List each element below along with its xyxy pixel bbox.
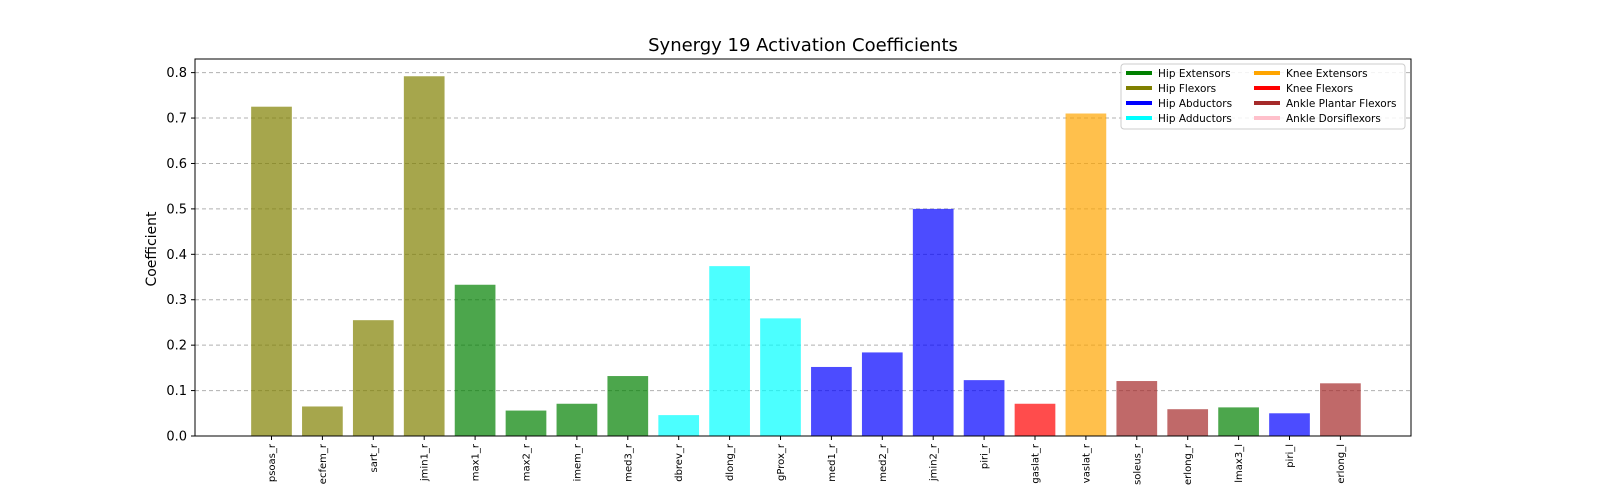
bar-med3_r bbox=[607, 376, 649, 436]
y-tick-label: 0.0 bbox=[166, 430, 187, 445]
bar-soleus_r bbox=[1116, 381, 1158, 436]
bar-dbrev_r bbox=[658, 415, 700, 436]
bar-imem_r bbox=[556, 403, 598, 436]
y-tick-label: 0.2 bbox=[166, 339, 187, 354]
x-tick-label: gProx_r bbox=[776, 443, 787, 481]
plot-frame bbox=[194, 58, 1412, 437]
x-tick-label: max1_r bbox=[471, 443, 482, 481]
y-tick-label: 0.6 bbox=[166, 157, 187, 172]
bar-lmax3_l bbox=[1218, 407, 1259, 436]
bar-piri_r bbox=[963, 380, 1005, 436]
x-tick-label: jmin1_r bbox=[420, 443, 431, 482]
x-tick-label: piri_r bbox=[980, 443, 991, 469]
x-tick-label: ecfem_r bbox=[318, 443, 329, 484]
legend-label: Hip Abductors bbox=[1158, 98, 1232, 110]
bar-dlong_r bbox=[709, 266, 750, 436]
legend-box bbox=[1120, 63, 1406, 130]
bar-jmin2_r bbox=[912, 208, 954, 436]
x-tick-label: dlong_r bbox=[725, 443, 736, 481]
legend: Hip Extensors Hip Flexors Hip Abductors Hip… bbox=[1120, 63, 1406, 130]
x-axis-ticks: psoas_r ecfem_r sart_r jmin1_r max1_r max2_r i… bbox=[267, 436, 1347, 485]
y-axis-ticks: 0.0 0.1 0.2 0.3 0.4 0.5 0.6 0.7 0.8 bbox=[166, 66, 195, 445]
y-tick-label: 0.1 bbox=[166, 384, 187, 399]
x-tick-label: sart_r bbox=[369, 443, 380, 472]
legend-label: Ankle Plantar Flexors bbox=[1286, 98, 1397, 110]
y-tick-label: 0.3 bbox=[166, 293, 187, 308]
y-tick-label: 0.8 bbox=[166, 66, 187, 81]
bar-med1_r bbox=[811, 366, 852, 436]
x-tick-label: piri_l bbox=[1285, 444, 1296, 468]
chart-title: Synergy 19 Activation Coefficients bbox=[648, 35, 958, 56]
legend-label: Hip Extensors bbox=[1158, 68, 1231, 80]
x-tick-label: dbrev_r bbox=[674, 443, 685, 482]
bar-max2_r bbox=[505, 410, 547, 436]
x-tick-label: gaslat_r bbox=[1031, 443, 1042, 484]
bar-psoas_r bbox=[251, 106, 292, 436]
legend-label: Hip Flexors bbox=[1158, 83, 1216, 95]
x-tick-label: med1_r bbox=[827, 443, 838, 482]
x-tick-label: max2_r bbox=[522, 443, 533, 481]
bars bbox=[251, 76, 1361, 436]
legend-label: Knee Extensors bbox=[1286, 68, 1368, 80]
bar-piri_l bbox=[1269, 413, 1310, 436]
bar-gProx_r bbox=[760, 318, 801, 436]
bar-erlong_r bbox=[1167, 409, 1209, 436]
bar-sart_r bbox=[352, 320, 394, 436]
x-tick-label: psoas_r bbox=[267, 443, 278, 482]
legend-label: Knee Flexors bbox=[1286, 83, 1353, 95]
x-tick-label: erlong_r bbox=[1183, 443, 1194, 485]
x-tick-label: med2_r bbox=[878, 443, 889, 482]
x-tick-label: imem_r bbox=[572, 443, 583, 481]
bar-jmin1_r bbox=[403, 76, 445, 436]
legend-label: Ankle Dorsiflexors bbox=[1286, 113, 1381, 125]
y-tick-label: 0.7 bbox=[166, 112, 187, 127]
bar-med2_r bbox=[861, 352, 903, 436]
x-tick-label: erlong_l bbox=[1336, 444, 1347, 484]
x-tick-label: med3_r bbox=[623, 443, 634, 482]
y-axis-label: Coefficient bbox=[144, 211, 160, 287]
y-tick-label: 0.4 bbox=[166, 248, 187, 263]
x-tick-label: soleus_r bbox=[1132, 443, 1143, 485]
bar-gaslat_r bbox=[1014, 403, 1056, 436]
x-tick-label: lmax3_l bbox=[1234, 444, 1245, 483]
bar-erlong_l bbox=[1320, 383, 1361, 436]
legend-label: Hip Adductors bbox=[1158, 113, 1232, 125]
bar-max1_r bbox=[454, 284, 496, 436]
y-tick-label: 0.5 bbox=[166, 202, 187, 217]
bar-ecfem_r bbox=[302, 406, 343, 436]
x-tick-label: jmin2_r bbox=[929, 443, 940, 482]
x-tick-label: vaslat_r bbox=[1081, 443, 1092, 483]
bar-vaslat_r bbox=[1065, 113, 1107, 436]
